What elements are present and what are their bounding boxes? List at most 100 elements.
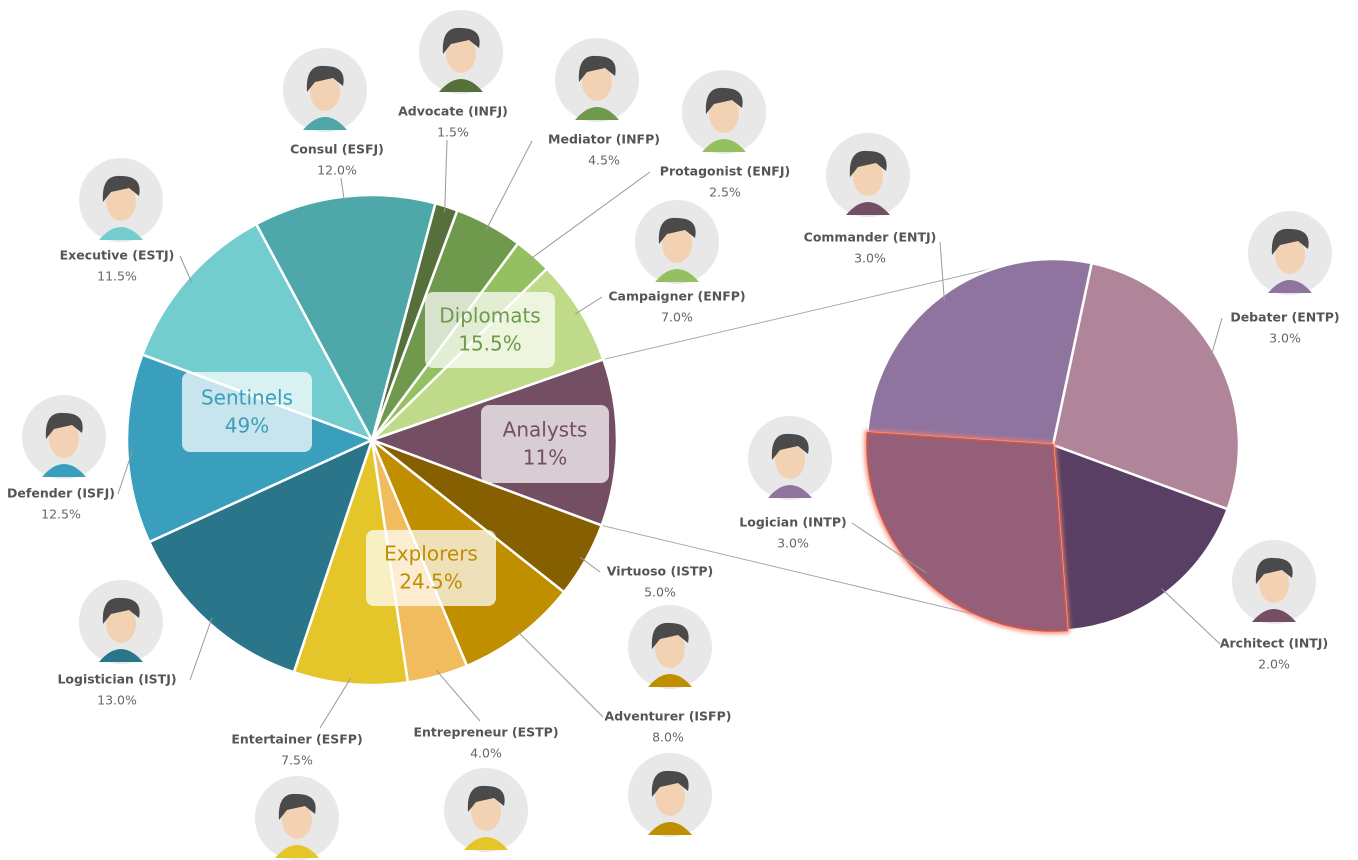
group-box — [366, 530, 496, 606]
slice-label: Advocate (INFJ) — [398, 104, 508, 119]
avatar-hair — [1255, 557, 1293, 584]
slice-label: Executive (ESTJ) — [60, 248, 175, 263]
group-value: 49% — [225, 414, 269, 438]
avatar-hair — [102, 597, 140, 624]
leader-line — [516, 630, 604, 718]
leader-line — [1210, 317, 1223, 359]
leader-line — [939, 241, 945, 302]
avatar-body — [1252, 609, 1296, 622]
slice-label: Entrepreneur (ESTP) — [413, 725, 558, 740]
avatar-body — [275, 845, 319, 858]
group-box — [481, 405, 609, 483]
avatar-body — [439, 79, 483, 92]
avatar-hair — [578, 55, 616, 82]
leader-line — [340, 177, 346, 203]
slice-label: Debater (ENTP) — [1230, 310, 1339, 325]
group-name: Explorers — [384, 542, 478, 566]
avatar-body — [648, 822, 692, 835]
avatar-face — [709, 95, 739, 133]
avatar-face — [282, 801, 312, 839]
slice-value-label: 1.5% — [437, 125, 469, 140]
pie-slice — [292, 439, 410, 687]
slice-value-label: 11.5% — [97, 269, 137, 284]
pie-slice — [866, 257, 1094, 447]
avatar-body — [768, 485, 812, 498]
group-name: Diplomats — [439, 304, 540, 328]
leader-line — [485, 140, 533, 231]
avatar-face — [582, 63, 612, 101]
slice-value-label: 3.0% — [1269, 331, 1301, 346]
avatar-body — [99, 649, 143, 662]
leader-line — [579, 556, 601, 573]
group-box — [425, 292, 555, 368]
slice-label: Logician (INTP) — [739, 515, 846, 530]
avatar-body — [303, 117, 347, 130]
avatar-face — [1275, 236, 1305, 274]
avatar-body — [702, 139, 746, 152]
avatar-face — [655, 630, 685, 668]
slice-value-label: 4.0% — [470, 746, 502, 761]
highlight — [866, 431, 1068, 632]
leader-line — [574, 296, 603, 315]
group-box — [182, 372, 312, 452]
leader-line — [851, 522, 927, 574]
group-value: 24.5% — [399, 570, 463, 594]
avatar-body — [99, 227, 143, 240]
avatar-hair — [102, 175, 140, 202]
leader-line — [1161, 588, 1221, 645]
avatar-face — [106, 605, 136, 643]
slice-label: Adventurer (ISFP) — [605, 709, 732, 724]
avatar-face — [775, 441, 805, 479]
avatar-hair — [705, 87, 743, 114]
slice-label: Protagonist (ENFJ) — [660, 164, 790, 179]
group-value: 11% — [523, 446, 567, 470]
slice-value-label: 4.5% — [588, 153, 620, 168]
slice-label: Mediator (INFP) — [548, 132, 660, 147]
leader-line — [435, 669, 481, 722]
slice-value-label: 8.0% — [652, 730, 684, 745]
slice-value-label: 3.0% — [777, 536, 809, 551]
slice-label: Campaigner (ENFP) — [608, 289, 745, 304]
pie-slice — [1051, 261, 1241, 511]
slice-label: Commander (ENTJ) — [804, 230, 937, 245]
pie-slice — [147, 437, 375, 674]
group-value: 15.5% — [458, 332, 522, 356]
avatar-face — [106, 183, 136, 221]
pie-slice — [1051, 443, 1230, 632]
slice-label: Virtuoso (ISTP) — [607, 564, 714, 579]
slice-value-label: 2.5% — [709, 185, 741, 200]
slice-label: Defender (ISFJ) — [7, 486, 115, 501]
avatar-body — [464, 837, 508, 850]
leader-line — [528, 171, 651, 261]
avatar-body — [846, 202, 890, 215]
avatar-body — [575, 107, 619, 120]
avatar-hair — [442, 27, 480, 54]
avatar-hair — [651, 770, 689, 797]
slice-label: Consul (ESFJ) — [290, 142, 384, 157]
avatar-body — [42, 464, 86, 477]
slice-value-label: 7.0% — [661, 310, 693, 325]
slice-value-label: 2.0% — [1258, 657, 1290, 672]
leader-line — [189, 617, 213, 681]
leader-line — [319, 677, 352, 729]
slice-value-label: 5.0% — [644, 585, 676, 600]
avatar-face — [446, 35, 476, 73]
connector-line — [603, 266, 999, 360]
avatar-hair — [658, 217, 696, 244]
slice-value-label: 3.0% — [854, 251, 886, 266]
avatar-face — [853, 158, 883, 196]
avatar-hair — [467, 785, 505, 812]
avatar-face — [49, 420, 79, 458]
avatar-hair — [651, 622, 689, 649]
avatar-hair — [849, 150, 887, 177]
group-name: Analysts — [503, 418, 588, 442]
avatar-face — [655, 778, 685, 816]
slice-label: Architect (INTJ) — [1220, 636, 1328, 651]
avatar-hair — [45, 412, 83, 439]
avatar-face — [1259, 565, 1289, 603]
slice-value-label: 12.0% — [317, 163, 357, 178]
avatar-face — [662, 225, 692, 263]
slice-value-label: 7.5% — [281, 753, 313, 768]
leader-line — [444, 139, 448, 213]
